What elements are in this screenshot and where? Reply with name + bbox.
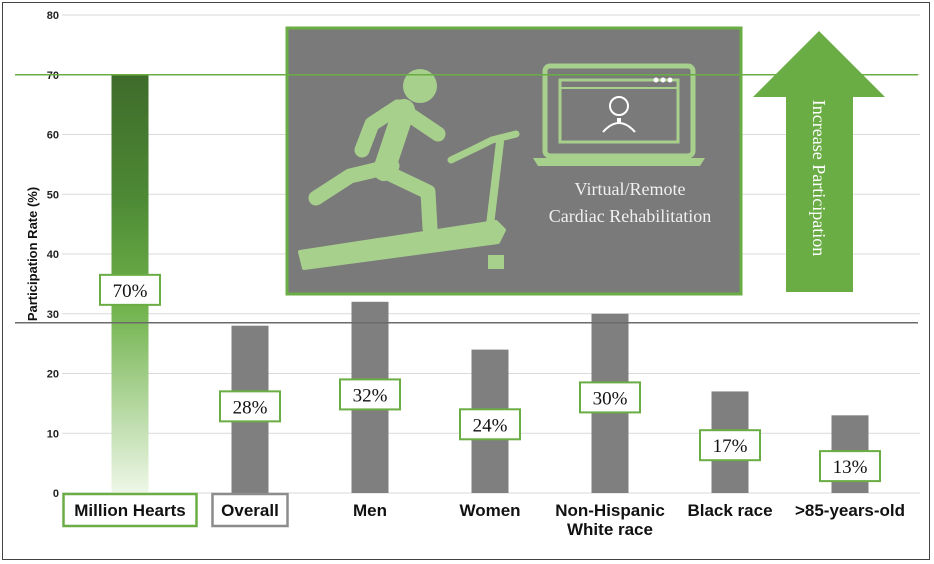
value-label-box [579, 381, 641, 414]
category-label: Non-Hispanic [555, 501, 665, 520]
y-tick-label: 40 [47, 249, 59, 261]
laptop-video-call-icon [533, 63, 705, 166]
y-tick-label: 50 [47, 189, 59, 201]
increase-arrow: Increase Participation [753, 31, 885, 292]
treadmill-runner-icon [298, 69, 520, 270]
virtual-rehab-panel: Virtual/Remote Cardiac Rehabilitation [285, 26, 743, 296]
category-label: Women [459, 501, 520, 520]
y-axis-title: Participation Rate (%) [25, 187, 40, 321]
y-tick-label: 70 [47, 70, 59, 82]
value-label: 30% [593, 388, 628, 409]
category-label: Black race [687, 501, 772, 520]
overall-category-box [211, 492, 289, 528]
goal-category-box [62, 492, 198, 528]
category-label: White race [567, 520, 653, 539]
y-tick-label: 0 [53, 488, 59, 500]
value-label: 28% [233, 397, 268, 418]
category-label: Million Hearts [74, 501, 185, 520]
value-label-box [99, 273, 161, 306]
y-tick-label: 60 [47, 130, 59, 142]
y-tick-label: 10 [47, 428, 59, 440]
reference-lines [15, 74, 918, 324]
value-label-box [819, 450, 881, 483]
arrow-shape [753, 31, 885, 292]
y-axis-ticks: 0 10 20 30 40 50 60 70 80 [47, 10, 59, 500]
value-label: 24% [473, 415, 508, 436]
value-label-box [339, 378, 401, 411]
y-tick-label: 30 [47, 309, 59, 321]
value-label: 70% [113, 281, 148, 302]
value-label-box [699, 429, 761, 462]
value-label-box [219, 390, 281, 423]
y-tick-label: 20 [47, 369, 59, 381]
panel-text-line-1: Virtual/Remote [575, 179, 686, 199]
category-label: >85-years-old [795, 501, 905, 520]
arrow-label: Increase Participation [809, 100, 829, 256]
y-tick-label: 80 [47, 10, 59, 22]
value-labels: 70% 28% 32% 24% 30% 17% 13% [99, 273, 881, 483]
panel-text-line-2: Cardiac Rehabilitation [549, 206, 711, 226]
value-label-box [459, 408, 521, 441]
value-label: 17% [713, 436, 748, 457]
value-label: 13% [833, 457, 868, 478]
value-label: 32% [353, 385, 388, 406]
category-label: Men [353, 501, 387, 520]
category-label: Overall [221, 501, 279, 520]
category-labels: Million Hearts Overall Men Women Non-Hispani… [62, 492, 905, 539]
